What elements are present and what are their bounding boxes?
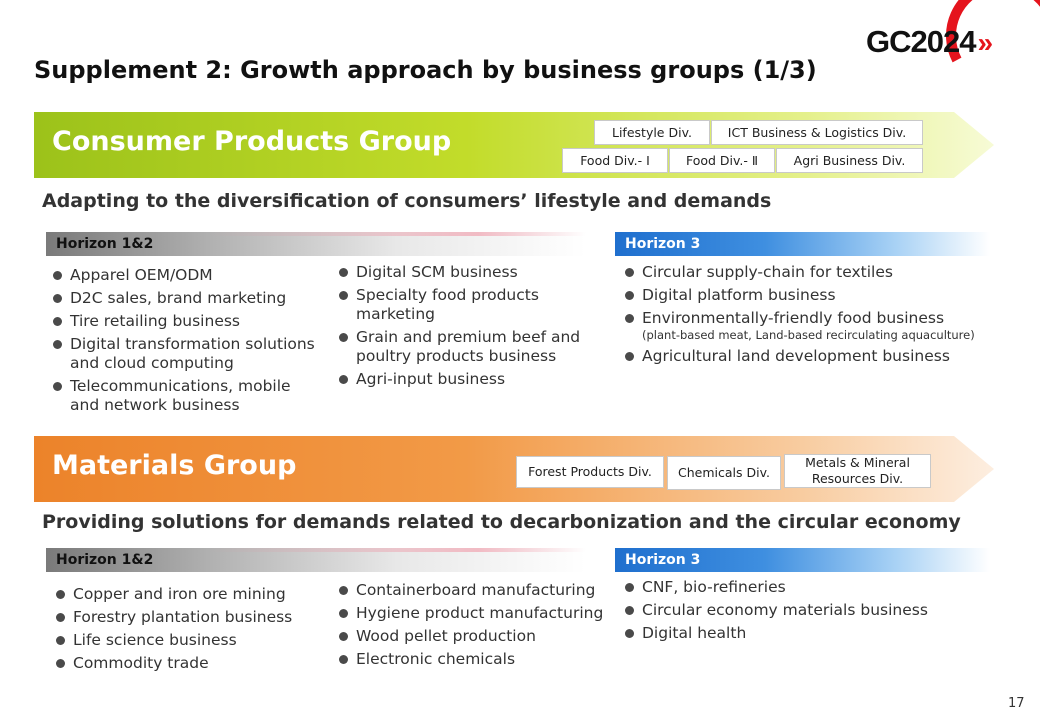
division-metals-mineral: Metals & Mineral Resources Div.: [784, 454, 931, 488]
list-item: D2C sales, brand marketing: [52, 289, 327, 308]
list-item: Forestry plantation business: [55, 608, 330, 627]
logo-chevron-icon: »: [977, 27, 993, 58]
division-forest-products: Forest Products Div.: [516, 456, 664, 488]
list-item: Digital platform business: [624, 286, 1024, 305]
list-item: Apparel OEM/ODM: [52, 266, 327, 285]
materials-horizon12-bar: Horizon 1&2: [46, 548, 586, 572]
list-item: Specialty food products marketing: [338, 286, 556, 324]
list-item: Telecommunications, mobile and network b…: [52, 377, 315, 415]
materials-horizon12-label: Horizon 1&2: [56, 552, 154, 568]
list-item: Wood pellet production: [338, 627, 613, 646]
division-food-2: Food Div.- Ⅱ: [669, 148, 775, 173]
list-item: Circular economy materials business: [624, 601, 1024, 620]
division-chemicals: Chemicals Div.: [667, 456, 781, 490]
list-item: Copper and iron ore mining: [55, 585, 330, 604]
materials-h3-list: CNF, bio-refineries Circular economy mat…: [624, 578, 1024, 647]
consumer-subtitle: Adapting to the diversification of consu…: [42, 190, 772, 212]
list-item: Tire retailing business: [52, 312, 327, 331]
division-agri-business: Agri Business Div.: [776, 148, 923, 173]
list-item: Environmentally-friendly food business (…: [624, 309, 1024, 343]
consumer-products-banner: Consumer Products Group Lifestyle Div. I…: [34, 112, 994, 178]
list-item-text: Environmentally-friendly food business: [642, 309, 945, 327]
materials-subtitle: Providing solutions for demands related …: [42, 511, 961, 533]
division-ict-logistics: ICT Business & Logistics Div.: [711, 120, 923, 145]
consumer-h12-list-1: Apparel OEM/ODM D2C sales, brand marketi…: [52, 266, 327, 419]
list-item: Digital SCM business: [338, 263, 603, 282]
consumer-horizon3-bar: Horizon 3: [615, 232, 990, 256]
list-item: Digital health: [624, 624, 1024, 643]
consumer-products-title: Consumer Products Group: [52, 126, 452, 157]
consumer-horizon3-label: Horizon 3: [625, 236, 701, 252]
materials-banner: Materials Group Forest Products Div. Che…: [34, 436, 994, 502]
consumer-h12-list-2: Digital SCM business Specialty food prod…: [338, 263, 603, 393]
logo: GC2024»: [866, 24, 993, 60]
consumer-horizon12-bar: Horizon 1&2: [46, 232, 586, 256]
materials-title: Materials Group: [52, 450, 297, 481]
list-item: Hygiene product manufacturing: [338, 604, 613, 623]
logo-arc-icon: [946, 0, 1040, 63]
list-item: Agricultural land development business: [624, 347, 1024, 366]
division-food-1: Food Div.- Ⅰ: [562, 148, 668, 173]
consumer-horizon12-label: Horizon 1&2: [56, 236, 154, 252]
list-item: Circular supply-chain for textiles: [624, 263, 1024, 282]
page-title: Supplement 2: Growth approach by busines…: [34, 56, 817, 84]
list-item: Digital transformation solutions and clo…: [52, 335, 315, 373]
consumer-h3-list: Circular supply-chain for textiles Digit…: [624, 263, 1024, 370]
page-number: 17: [1008, 696, 1025, 711]
list-item: CNF, bio-refineries: [624, 578, 1024, 597]
list-item-note: (plant-based meat, Land-based recirculat…: [642, 328, 975, 342]
list-item: Electronic chemicals: [338, 650, 613, 669]
logo-text: GC2024: [866, 24, 976, 59]
division-lifestyle: Lifestyle Div.: [594, 120, 710, 145]
materials-h12-list-2: Containerboard manufacturing Hygiene pro…: [338, 581, 613, 673]
list-item: Containerboard manufacturing: [338, 581, 613, 600]
list-item: Life science business: [55, 631, 330, 650]
materials-h12-list-1: Copper and iron ore mining Forestry plan…: [55, 585, 330, 677]
materials-horizon3-label: Horizon 3: [625, 552, 701, 568]
list-item: Grain and premium beef and poultry produ…: [338, 328, 596, 366]
materials-horizon3-bar: Horizon 3: [615, 548, 990, 572]
list-item: Agri-input business: [338, 370, 603, 389]
list-item: Commodity trade: [55, 654, 330, 673]
